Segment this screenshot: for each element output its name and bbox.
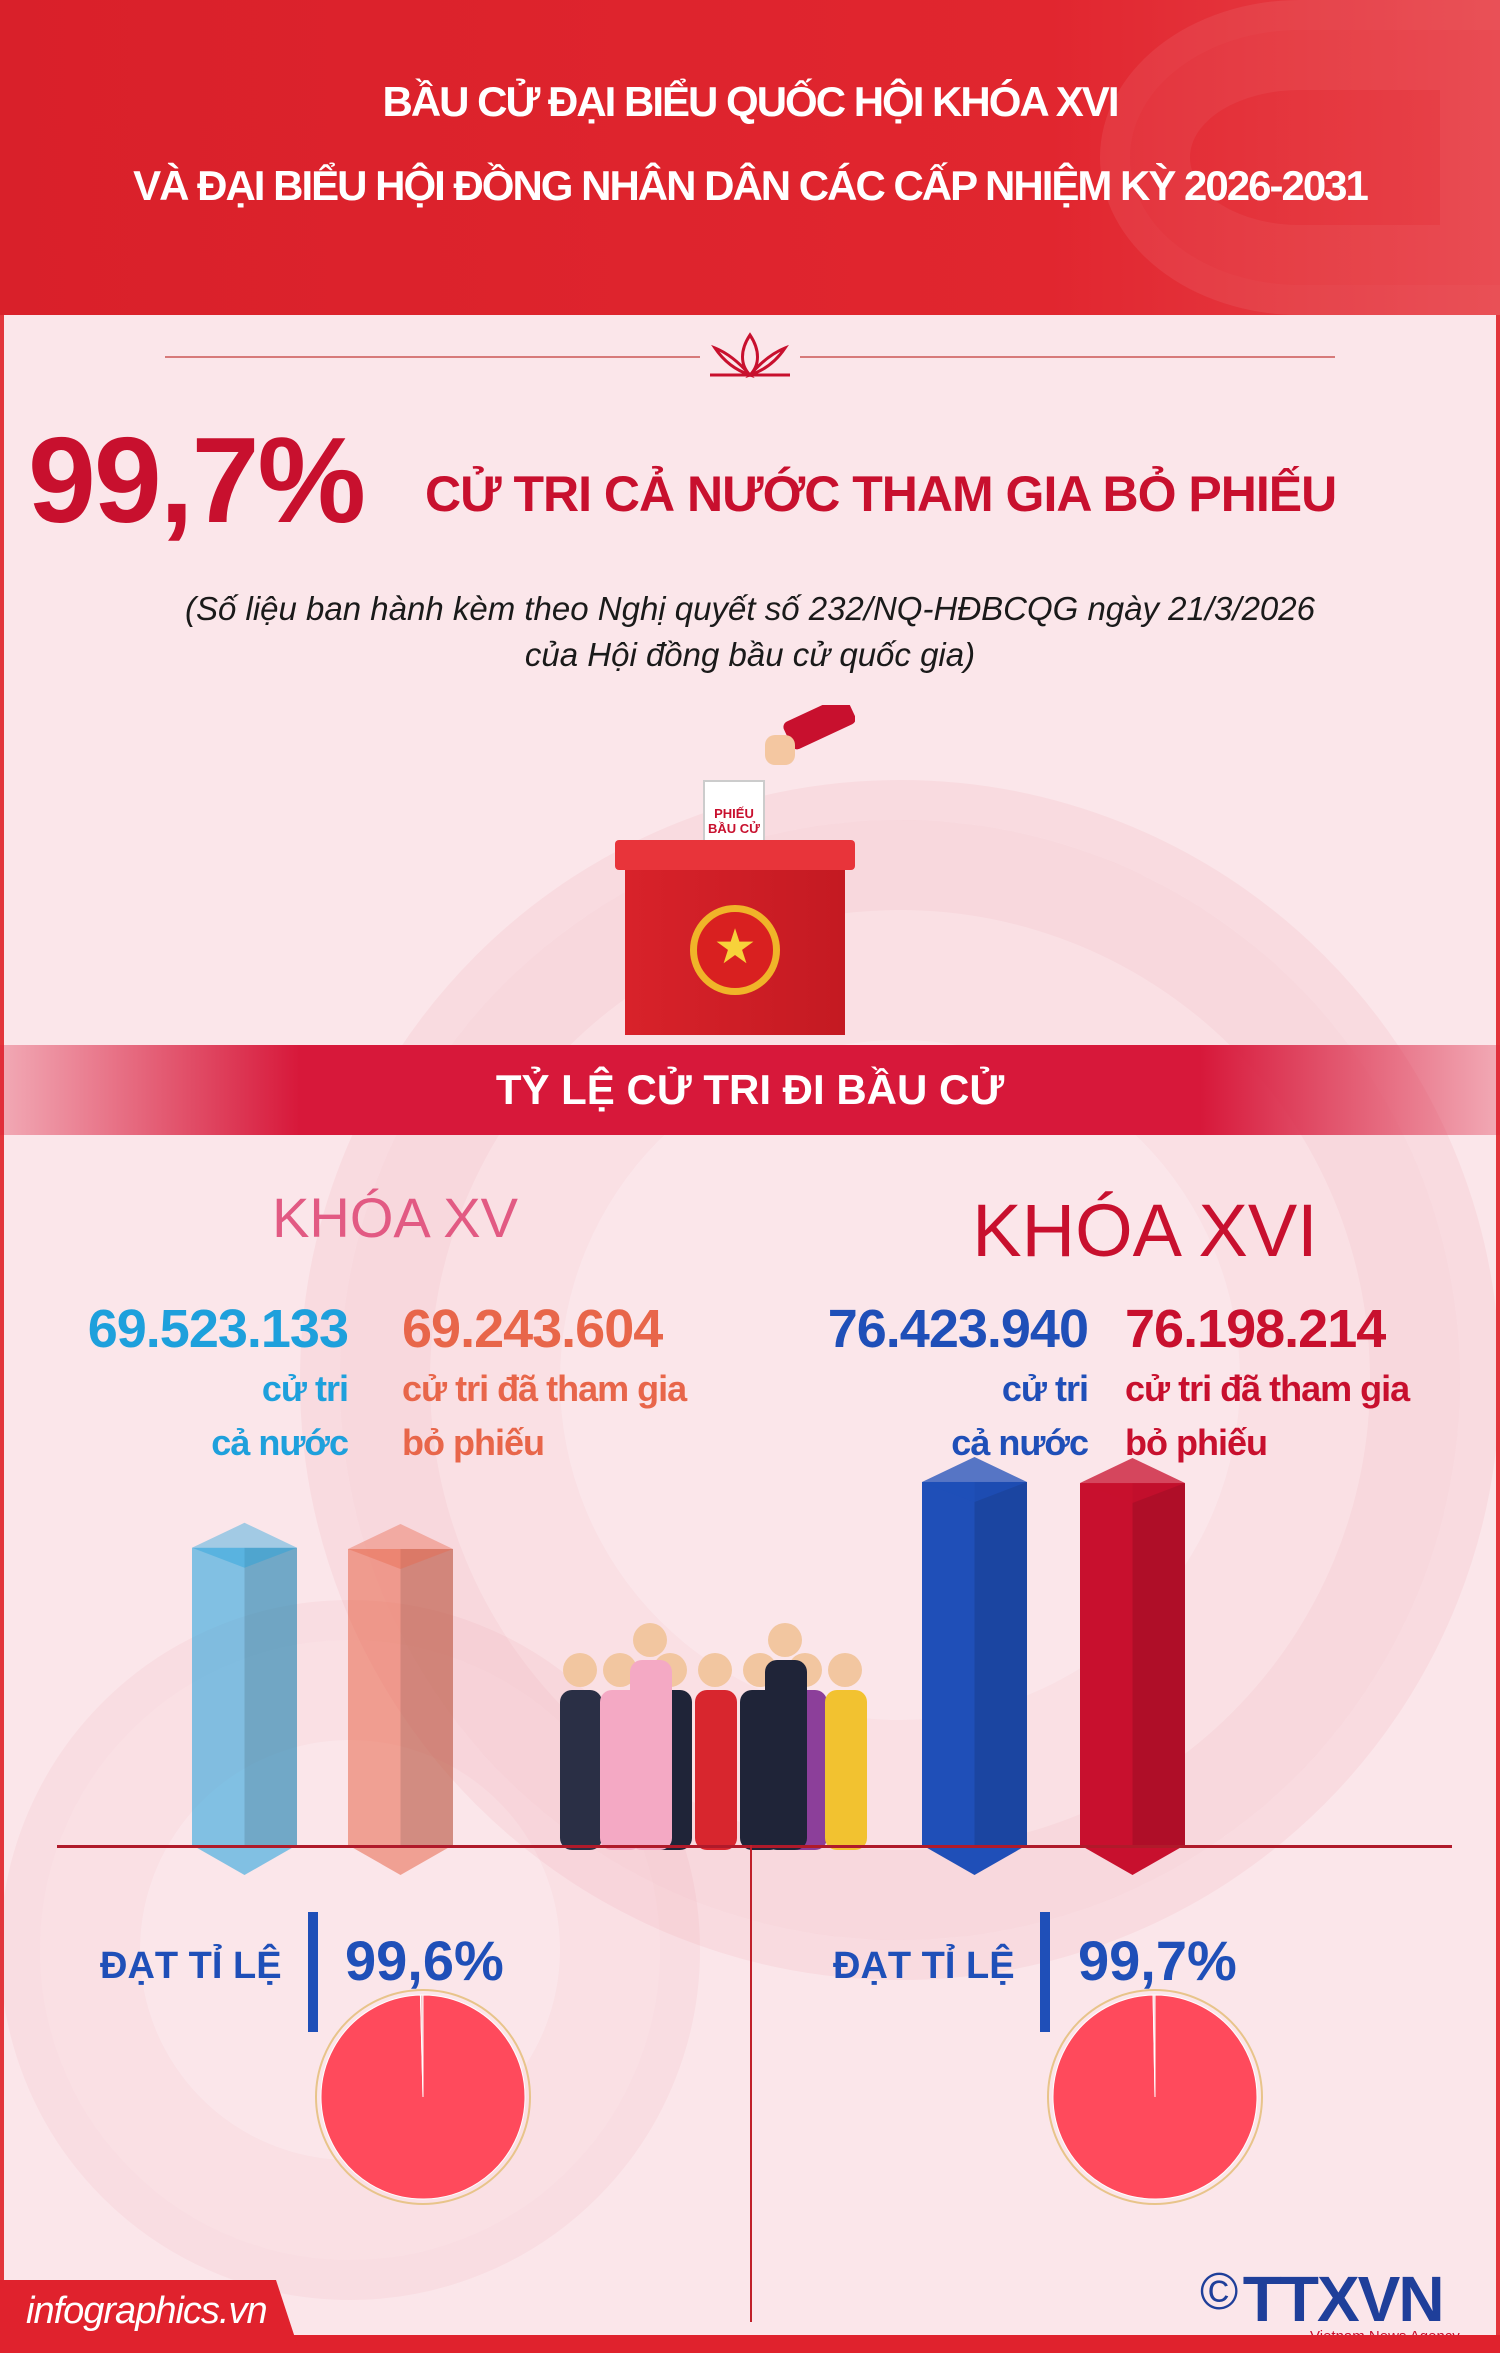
bar-xvi-voted [1080,1458,1185,1875]
rate-marker [1040,1912,1050,2032]
bar-top [922,1456,1027,1502]
logo-text: TTXVN [1242,2263,1445,2335]
ballot-box-illustration: PHIẾU BẦU CỬ ★ [615,705,855,1035]
pie-xv [315,1989,531,2205]
label-line: bỏ phiếu [1125,1422,1268,1463]
bar-xvi-total [922,1456,1027,1875]
xvi-rate-label: ĐẠT TỈ LỆ [833,1945,1015,1987]
person [695,1653,737,1850]
bar-body [1080,1483,1185,1845]
bar-shade [974,1481,1027,1845]
ballot-label: BẦU CỬ [708,821,760,836]
bar-top [192,1522,297,1568]
section-title: TỶ LỆ CỬ TRI ĐI BẦU CỬ [495,1066,1005,1113]
bar-tip [348,1845,453,1875]
bar-tip [1080,1845,1185,1875]
bar-body [348,1548,453,1845]
pie-slice [419,1994,424,2098]
footer-tab [0,2280,300,2353]
xvi-voted: 76.198.214 [1125,1299,1386,1359]
person [630,1623,672,1850]
person [560,1653,602,1850]
bar-body [922,1481,1027,1845]
footer-site[interactable]: infographics.vn [26,2290,268,2332]
xv-voted-label: cử tri đã tham gia bỏ phiếu [402,1362,687,1470]
source-line-2: của Hội đồng bầu cử quốc gia) [524,636,976,673]
lotus-icon [710,332,790,379]
headline-percent: 99,7% [28,412,366,548]
xvi-voted-label: cử tri đã tham gia bỏ phiếu [1125,1362,1410,1470]
voters-group-illustration [560,1623,867,1850]
bar-xv-voted [348,1523,453,1875]
bar-chart [192,1456,1185,1875]
pie-ring [315,1989,531,2205]
copyright-icon: © [1200,2263,1239,2321]
ballot-box-lid [615,840,855,870]
title-line-1: BẦU CỬ ĐẠI BIỂU QUỐC HỘI KHÓA XVI [382,78,1120,125]
bar-tip [192,1845,297,1875]
label-line: bỏ phiếu [402,1422,545,1463]
pie-xvi [1047,1989,1263,2205]
person [825,1653,867,1850]
xvi-rate: 99,7% [1078,1929,1237,1992]
xv-total-voters: 69.523.133 [87,1299,349,1359]
label-line: cử tri đã tham gia [1125,1368,1410,1409]
divider [165,356,700,358]
bar-body [192,1547,297,1845]
national-emblem: ★ [690,905,780,995]
xv-voted: 69.243.604 [402,1299,663,1359]
label-line: cử tri [1001,1368,1089,1409]
bar-xv-total [192,1522,297,1875]
bar-tip [922,1845,1027,1875]
xvi-total-label: cử tri cả nước [900,1362,1089,1470]
xvi-total-voters: 76.423.940 [827,1299,1089,1359]
bar-shade [1132,1483,1185,1845]
xv-total-label: cử tri cả nước [0,1362,349,1470]
bar-top [348,1523,453,1569]
bar-shade [244,1547,297,1845]
label-line: cử tri đã tham gia [402,1368,687,1409]
divider [800,356,1335,358]
header: BẦU CỬ ĐẠI BIỂU QUỐC HỘI KHÓA XVI VÀ ĐẠI… [0,0,1500,315]
person [765,1623,807,1850]
pie-charts [315,1989,1263,2205]
column-divider [750,1845,752,2322]
pie-ring [1047,1989,1263,2205]
source-line-1: (Số liệu ban hành kèm theo Nghị quyết số… [185,590,1315,627]
bar-shade [400,1548,453,1845]
chart-baseline [57,1845,1452,1848]
hand-icon [765,705,855,765]
xv-rate: 99,6% [345,1929,504,1992]
footer-strip [0,2335,1500,2353]
pie-slice [1152,1994,1156,2098]
label-line: cử tri [261,1368,349,1409]
term-xv-title: KHÓA XV [272,1186,518,1249]
drum-pattern [1100,0,1500,315]
label-line: cả nước [211,1422,349,1463]
term-xvi-title: KHÓA XVI [972,1189,1318,1272]
ttxvn-logo: © TTXVN Vietnam News Agency [1200,2262,1460,2345]
ballot-label: PHIẾU [714,806,754,821]
bar-top [1080,1458,1185,1504]
label-line: cả nước [951,1422,1089,1463]
xv-rate-label: ĐẠT TỈ LỆ [100,1945,282,1987]
title-line-2: VÀ ĐẠI BIỂU HỘI ĐỒNG NHÂN DÂN CÁC CẤP NH… [133,162,1369,209]
headline-text: CỬ TRI CẢ NƯỚC THAM GIA BỎ PHIẾU [425,466,1337,522]
section-banner [0,1045,1500,1135]
rate-marker [308,1912,318,2032]
